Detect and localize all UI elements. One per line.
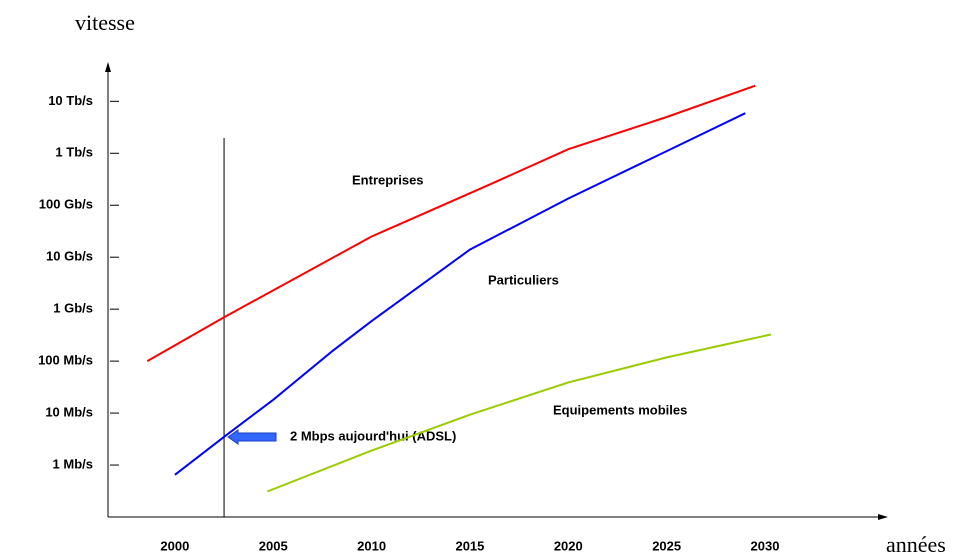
- annotation-arrow: [227, 429, 277, 445]
- x-tick-label: 2025: [652, 538, 681, 553]
- x-tick-label: 2030: [751, 538, 780, 553]
- series-label: Particuliers: [488, 272, 559, 287]
- y-axis-arrow: [105, 62, 111, 72]
- x-tick-label: 2020: [554, 538, 583, 553]
- y-tick-label: 100 Gb/s: [39, 197, 93, 212]
- line-series: [266, 333, 772, 493]
- x-tick-label: 2010: [357, 538, 386, 553]
- x-axis-arrow: [878, 514, 888, 520]
- series-label: Entreprises: [352, 172, 424, 187]
- x-tick-label: 2015: [455, 538, 484, 553]
- y-tick-label: 1 Gb/s: [53, 301, 93, 316]
- line-series: [146, 84, 756, 362]
- x-tick-label: 2000: [160, 538, 189, 553]
- series-label: Equipements mobiles: [553, 402, 687, 417]
- y-axis-label: vitesse: [75, 10, 135, 35]
- y-tick-label: 10 Gb/s: [46, 249, 93, 264]
- y-tick-label: 1 Mb/s: [53, 456, 93, 471]
- y-tick-label: 100 Mb/s: [38, 353, 93, 368]
- x-axis-label: années: [886, 532, 946, 557]
- y-tick-label: 10 Tb/s: [48, 93, 93, 108]
- y-tick-label: 1 Tb/s: [55, 145, 93, 160]
- line-series: [174, 112, 746, 476]
- x-tick-label: 2005: [259, 538, 288, 553]
- annotation: 2 Mbps aujourd'hui (ADSL): [290, 428, 456, 443]
- y-tick-label: 10 Mb/s: [45, 405, 93, 420]
